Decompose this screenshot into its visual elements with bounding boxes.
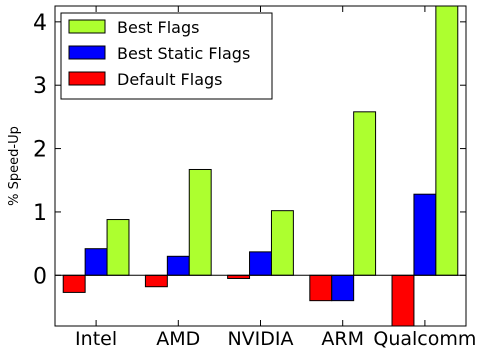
x-tick-label-arm: ARM [321, 328, 364, 349]
bars-layer [62, 5, 459, 327]
legend-swatch-best-flags [68, 19, 106, 34]
y-tick-label: 2 [33, 138, 47, 163]
y-tick-label: 4 [33, 11, 47, 36]
y-axis-title: % Speed-Up [7, 126, 22, 206]
x-tick-label-nvidia: NVIDIA [227, 328, 293, 349]
legend-label-best-flags: Best Flags [117, 18, 199, 37]
legend-swatch-best-static-flags [68, 45, 106, 60]
x-tick-label-qualcomm: Qualcomm [373, 328, 476, 349]
y-tick-label: 3 [33, 74, 47, 99]
bar-amd-default-flags [144, 274, 168, 288]
bar-nvidia-best-static-flags [249, 251, 272, 276]
bar-qualcomm-best-static-flags [413, 193, 437, 276]
bar-amd-best-flags [188, 168, 212, 276]
bar-arm-best-flags [353, 111, 377, 276]
y-axis: 0 1 2 3 4 [33, 11, 466, 289]
bar-arm-best-static-flags [331, 274, 355, 302]
legend-label-best-static-flags: Best Static Flags [117, 44, 250, 63]
x-tick-label-intel: Intel [75, 328, 117, 349]
bar-arm-default-flags [309, 274, 333, 302]
legend: Best Flags Best Static Flags Default Flags [60, 12, 273, 100]
legend-label-default-flags: Default Flags [117, 70, 223, 89]
bar-qualcomm-best-flags [435, 5, 459, 276]
bar-qualcomm-default-flags [391, 274, 415, 327]
bar-intel-best-flags [106, 219, 130, 276]
bar-amd-best-static-flags [166, 255, 190, 276]
y-tick-label: 1 [33, 201, 47, 226]
x-axis: Intel AMD NVIDIA ARM Qualcomm [75, 6, 476, 349]
bar-nvidia-best-flags [270, 210, 294, 276]
x-tick-label-amd: AMD [156, 328, 200, 349]
legend-swatch-default-flags [68, 71, 106, 86]
y-tick-label: 0 [33, 264, 47, 289]
bar-intel-default-flags [62, 274, 86, 293]
bar-intel-best-static-flags [84, 248, 108, 276]
